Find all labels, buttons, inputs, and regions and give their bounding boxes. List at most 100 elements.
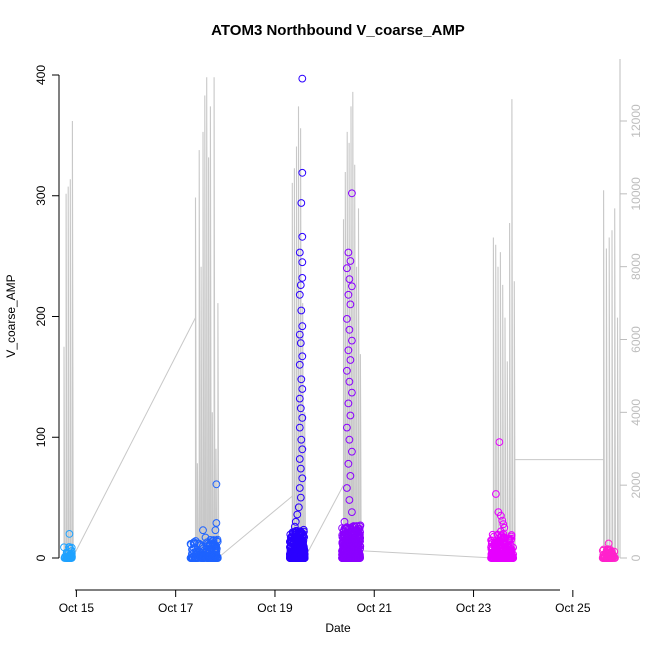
- y-tick-label: 0: [34, 554, 48, 561]
- data-point: [288, 533, 296, 541]
- data-point: [495, 438, 504, 447]
- data-point: [344, 459, 353, 468]
- data-point: [298, 414, 307, 422]
- y2-tick-label: 8000: [629, 253, 643, 280]
- data-point: [497, 532, 506, 540]
- line-connector-4: [360, 550, 494, 559]
- data-point: [296, 464, 305, 473]
- data-point: [298, 74, 307, 83]
- data-point: [295, 394, 304, 403]
- data-point: [189, 549, 198, 558]
- data-point: [65, 543, 73, 551]
- x-tick-label: Oct 23: [456, 601, 492, 615]
- data-point: [343, 264, 351, 273]
- data-point: [345, 325, 354, 334]
- chart-title: ATOM3 Northbound V_coarse_AMP: [211, 22, 465, 39]
- data-point: [495, 537, 504, 546]
- data-point: [498, 552, 507, 561]
- data-point: [491, 548, 499, 556]
- data-point: [295, 248, 304, 257]
- data-point: [201, 533, 210, 542]
- data-point: [348, 447, 356, 456]
- data-point: [294, 554, 303, 562]
- y-axis-ticks: 0 100 200 300 400: [34, 65, 59, 561]
- data-point: [190, 538, 198, 546]
- line-connector-2: [217, 495, 293, 559]
- y-tick-label: 100: [34, 427, 48, 447]
- data-point: [199, 526, 207, 535]
- data-point: [340, 530, 349, 539]
- data-point: [346, 257, 355, 265]
- data-point: [343, 423, 351, 432]
- data-point: [487, 554, 495, 562]
- data-point: [299, 554, 308, 562]
- data-point: [298, 258, 307, 267]
- data-point: [507, 536, 515, 544]
- data-point: [492, 537, 501, 546]
- data-point: [298, 352, 307, 361]
- x-tick-label: Oct 19: [257, 601, 293, 615]
- data-point: [345, 496, 354, 504]
- data-point: [346, 300, 355, 309]
- y2-tick-label: 12000: [629, 104, 643, 138]
- data-point: [343, 484, 351, 492]
- data-point: [300, 546, 309, 554]
- data-point: [341, 539, 349, 548]
- data-point: [496, 511, 505, 520]
- data-point: [346, 554, 355, 562]
- data-point: [494, 554, 503, 562]
- data-point: [499, 530, 508, 538]
- data-point: [66, 550, 75, 559]
- data-point: [297, 536, 305, 544]
- line-connector-1: [71, 317, 196, 559]
- y2-axis-ticks: 0 2000 4000 6000 8000 10000 12000: [620, 104, 643, 561]
- data-point: [298, 232, 307, 241]
- data-point: [295, 455, 304, 463]
- y-tick-label: 200: [34, 306, 48, 326]
- data-point: [291, 517, 300, 526]
- data-point: [349, 537, 358, 545]
- line-segment-4: [342, 91, 362, 559]
- data-point: [348, 336, 356, 345]
- data-point: [346, 472, 355, 480]
- x-axis-ticks: Oct 15 Oct 17 Oct 19 Oct 21 Oct 23 Oct 25: [59, 590, 591, 615]
- data-point: [212, 480, 221, 489]
- data-point: [487, 536, 496, 545]
- data-point: [345, 275, 354, 284]
- data-point: [497, 553, 506, 562]
- data-point: [345, 435, 354, 444]
- data-point: [290, 522, 299, 531]
- data-point: [298, 274, 307, 282]
- data-point: [344, 346, 353, 355]
- data-point: [346, 356, 355, 364]
- data-point: [295, 330, 304, 339]
- data-point: [298, 445, 307, 454]
- y2-tick-label: 2000: [629, 471, 643, 498]
- data-point: [487, 537, 496, 545]
- data-point: [344, 290, 353, 299]
- x-tick-label: Oct 17: [158, 601, 194, 615]
- line-segment-3: [291, 106, 307, 559]
- data-point: [348, 282, 356, 291]
- data-point: [211, 526, 220, 535]
- data-point: [297, 435, 306, 444]
- data-point: [297, 375, 306, 384]
- y2-tick-label: 4000: [629, 399, 643, 426]
- data-point: [296, 404, 305, 413]
- data-point: [206, 552, 215, 560]
- x-tick-label: Oct 25: [555, 601, 591, 615]
- data-point: [342, 554, 350, 562]
- data-point: [212, 519, 221, 527]
- data-point: [603, 553, 612, 562]
- data-point: [338, 548, 347, 556]
- data-point: [199, 544, 208, 553]
- y2-tick-label: 0: [629, 554, 643, 561]
- y-tick-label: 300: [34, 185, 48, 205]
- data-point: [340, 517, 349, 526]
- data-point: [209, 539, 217, 548]
- data-point: [296, 493, 305, 502]
- data-point: [344, 399, 353, 408]
- line-connector-3: [304, 484, 344, 559]
- line-segment-5: [492, 99, 516, 559]
